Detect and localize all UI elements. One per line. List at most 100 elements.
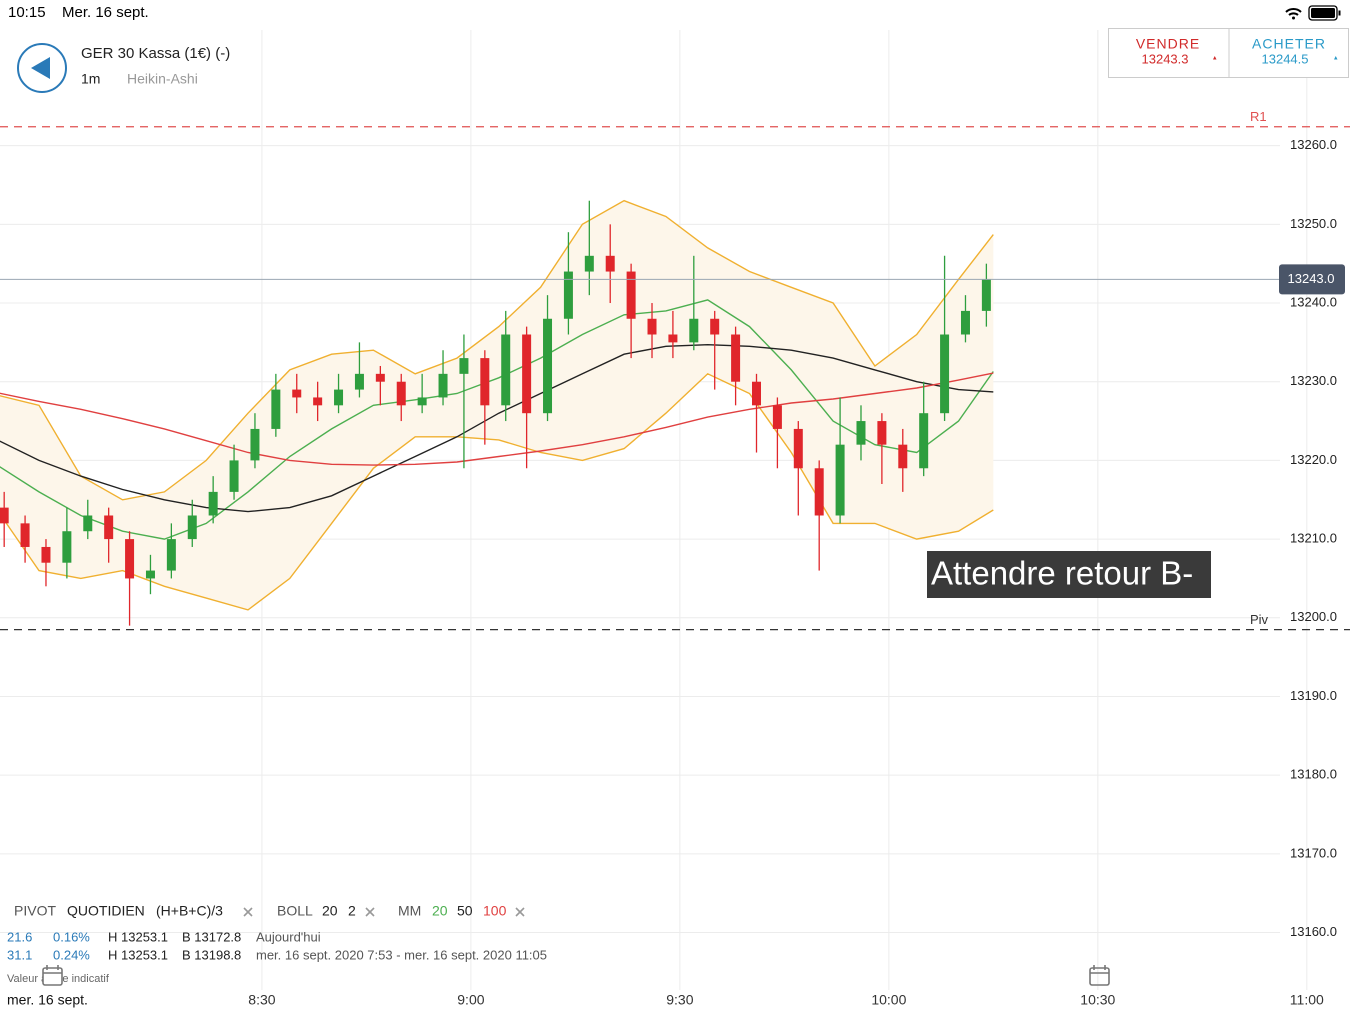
status-date: Mer. 16 sept.: [62, 4, 149, 21]
legend-text: BOLL: [277, 903, 313, 919]
candle-body: [605, 255, 615, 272]
candle-body: [981, 279, 991, 311]
candle-body: [229, 460, 239, 492]
indicator-line: [0, 343, 994, 513]
candle-body: [125, 539, 135, 579]
candle-body: [250, 428, 260, 461]
candle-body: [814, 468, 824, 516]
legend-text: (H+B+C)/3: [156, 903, 223, 919]
buy-price[interactable]: 13244.5: [1262, 51, 1309, 66]
candle-body: [313, 397, 323, 406]
candle-body: [752, 381, 762, 406]
candle-body: [20, 523, 30, 547]
stat: B 13198.8: [182, 947, 241, 962]
annotation: Attendre retour B-: [931, 555, 1193, 592]
candle-body: [459, 358, 469, 374]
candle-body: [960, 310, 970, 335]
battery-icon: [1308, 5, 1341, 21]
candle-body: [208, 491, 218, 516]
y-tick-label: 13260.0: [1290, 137, 1337, 152]
y-tick-label: 13220.0: [1290, 452, 1337, 467]
bollinger-band-fill: [0, 200, 994, 610]
y-tick-label: 13250.0: [1290, 216, 1337, 231]
pivot-label: R1: [1250, 109, 1267, 124]
candle-body: [647, 318, 657, 335]
annotation-box: [927, 551, 1211, 598]
y-tick-label: 13160.0: [1290, 924, 1337, 939]
candle-body: [856, 421, 866, 445]
candle-body: [417, 397, 427, 406]
indicator-line: [0, 199, 994, 501]
pivot-label: Piv: [1250, 612, 1269, 627]
legend-text: PIVOT: [14, 903, 56, 919]
sell-price[interactable]: 13243.3: [1142, 51, 1189, 66]
wifi-icon: [1285, 8, 1302, 20]
x-axis-date: mer. 16 sept.: [7, 992, 88, 1008]
legend-text: 20: [322, 903, 338, 919]
stat: 0.16%: [53, 929, 90, 944]
stat: 31.1: [7, 947, 32, 962]
candle-body: [710, 318, 720, 335]
candle-body: [689, 318, 699, 343]
candle-body: [375, 373, 385, 382]
legend-text: QUOTIDIEN: [67, 903, 145, 919]
stat: 0.24%: [53, 947, 90, 962]
sell-label[interactable]: VENDRE: [1136, 36, 1200, 52]
overlay-layer: 13260.0 13250.0 13240.0 13230.0 13220.0 13210…: [0, 109, 1350, 1008]
candle-body: [584, 255, 594, 272]
legend-text: 2: [348, 903, 356, 919]
candle-body: [668, 334, 678, 343]
candle-body: [41, 546, 51, 563]
remove-indicator[interactable]: [243, 907, 253, 917]
sell-button[interactable]: VENDRE 13243.3: [1136, 36, 1217, 67]
stat: H 13253.1: [108, 947, 168, 962]
indicator-line: [0, 299, 994, 540]
stats: 21.6 0.16% H 13253.1 B 13172.8 Aujourd'h…: [7, 929, 547, 962]
y-tick-label: 13240.0: [1290, 294, 1337, 309]
candle-body: [898, 444, 908, 469]
candle-body: [104, 515, 114, 540]
candle-body: [543, 318, 553, 414]
legend-text: 50: [457, 903, 473, 919]
candle-body: [145, 570, 155, 579]
last-price-box: [1279, 264, 1345, 295]
remove-indicator[interactable]: [515, 907, 525, 917]
candle-body: [940, 334, 950, 414]
buy-label[interactable]: ACHETER: [1252, 36, 1326, 52]
candle-body: [772, 405, 782, 429]
calendar-button[interactable]: [1089, 965, 1110, 986]
candle-body: [501, 334, 511, 406]
stat: Aujourd'hui: [256, 929, 321, 944]
plot-layer: [0, 199, 994, 626]
candle-body: [626, 271, 636, 319]
chart-style[interactable]: Heikin-Ashi: [127, 71, 198, 87]
candle-body: [835, 444, 845, 516]
calendar-button[interactable]: [42, 965, 63, 986]
candle-body: [396, 381, 406, 406]
back-button[interactable]: [17, 43, 67, 93]
remove-indicator[interactable]: [365, 907, 375, 917]
candle-body: [334, 389, 344, 406]
candle-body: [0, 507, 9, 524]
candle-body: [187, 515, 197, 540]
interval[interactable]: 1m: [81, 71, 100, 87]
candle-body: [480, 358, 490, 406]
indicator-line: [0, 372, 994, 466]
y-tick-label: 13170.0: [1290, 845, 1337, 860]
legend-text: 20: [432, 903, 448, 919]
legend-text: 100: [483, 903, 507, 919]
y-tick-label: 13180.0: [1290, 767, 1337, 782]
last-price-label: 13243.0: [1288, 271, 1335, 286]
x-tick-label: 8:30: [248, 992, 275, 1008]
stat: H 13253.1: [108, 929, 168, 944]
stat: mer. 16 sept. 2020 7:53 - mer. 16 sept. …: [256, 947, 547, 962]
y-tick-label: 13230.0: [1290, 373, 1337, 388]
y-tick-label: 13200.0: [1290, 609, 1337, 624]
candle-body: [563, 271, 573, 319]
candle-body: [292, 389, 302, 398]
y-tick-label: 13210.0: [1290, 531, 1337, 546]
buy-button[interactable]: ACHETER 13244.5: [1252, 36, 1338, 67]
legend-text: MM: [398, 903, 421, 919]
